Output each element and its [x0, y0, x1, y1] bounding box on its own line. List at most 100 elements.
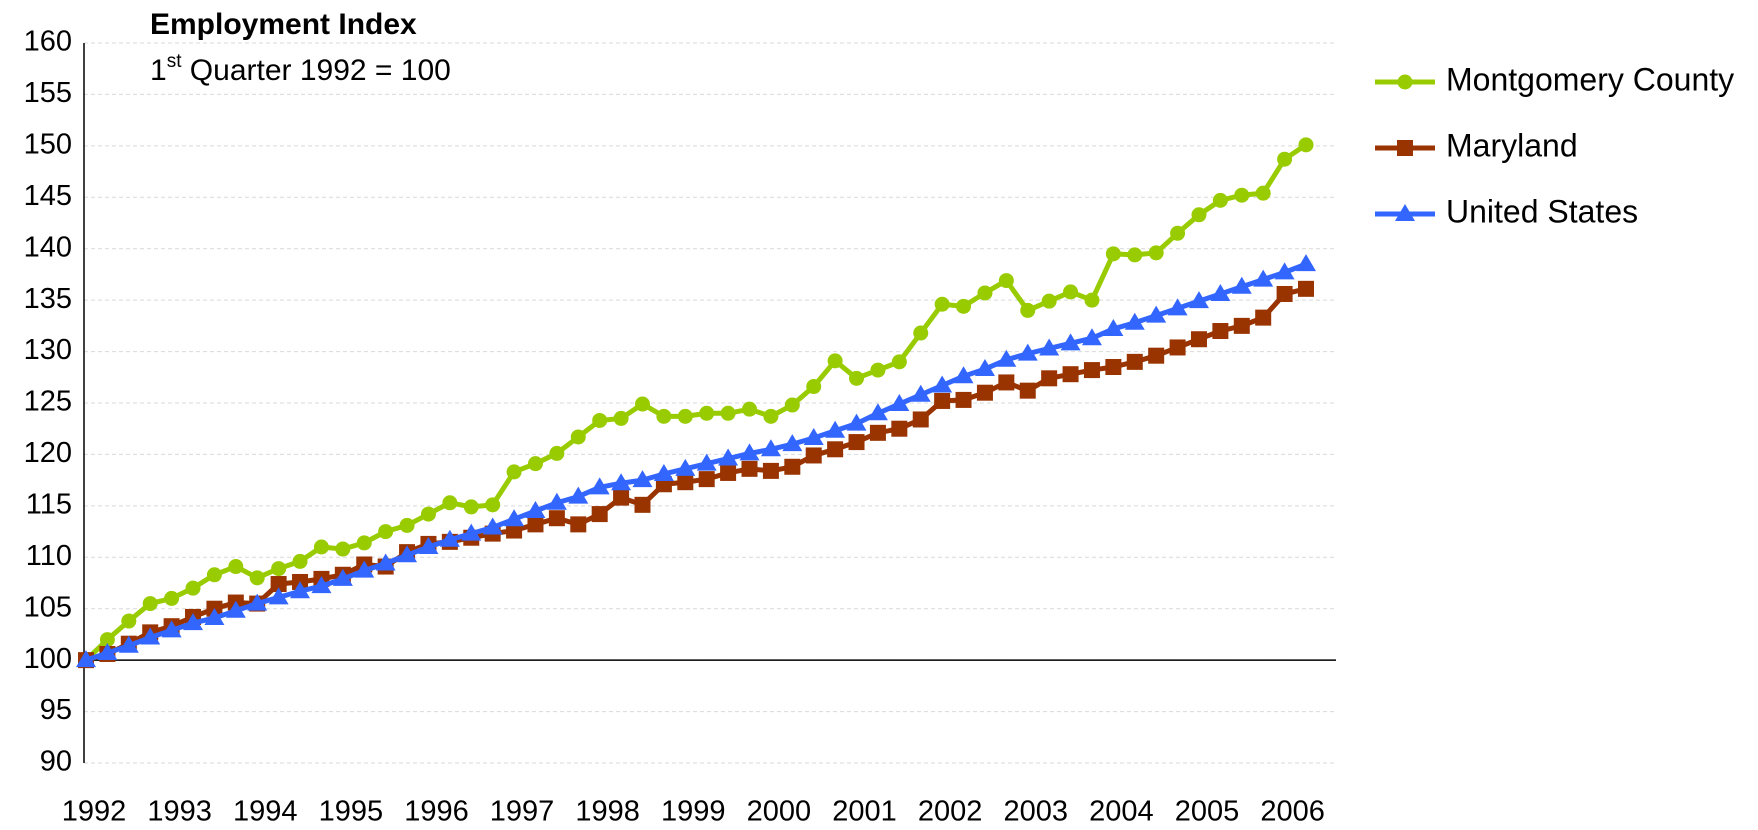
marker	[934, 392, 951, 409]
marker	[546, 492, 567, 510]
marker	[956, 298, 972, 314]
marker	[720, 464, 737, 481]
series-line	[85, 286, 1307, 663]
marker	[397, 545, 418, 563]
marker	[1210, 283, 1231, 301]
marker	[375, 553, 396, 571]
marker	[613, 410, 629, 426]
x-tick-label: 1993	[147, 796, 212, 828]
marker	[1190, 331, 1207, 348]
marker	[99, 632, 115, 648]
marker	[784, 458, 801, 475]
marker	[891, 420, 908, 437]
marker	[762, 462, 779, 479]
marker	[1170, 225, 1186, 241]
marker	[76, 650, 96, 668]
marker	[955, 391, 972, 408]
marker	[1063, 284, 1079, 300]
marker	[1212, 323, 1229, 339]
marker	[228, 559, 244, 575]
marker	[463, 499, 479, 515]
marker	[677, 408, 693, 424]
marker	[247, 593, 268, 611]
marker	[485, 497, 501, 513]
marker	[846, 413, 867, 431]
marker	[332, 568, 353, 586]
y-tick-label: 100	[24, 643, 72, 675]
marker	[504, 509, 525, 527]
x-tick-label: 1998	[575, 796, 640, 828]
marker	[97, 642, 118, 660]
marker	[354, 560, 375, 578]
marker	[185, 580, 201, 596]
marker	[570, 429, 586, 445]
subtitle-rest: Quarter 1992 = 100	[181, 54, 450, 87]
legend-marker	[1395, 204, 1415, 221]
marker	[1255, 309, 1272, 326]
marker	[1020, 302, 1036, 318]
marker	[506, 464, 522, 480]
y-tick-label: 140	[24, 231, 72, 263]
marker	[592, 412, 608, 428]
marker	[912, 411, 929, 428]
marker	[634, 496, 651, 513]
marker	[1253, 269, 1274, 287]
marker	[1298, 280, 1314, 297]
marker	[806, 379, 822, 395]
marker	[548, 510, 565, 527]
marker	[420, 506, 436, 522]
x-tick-label: 2000	[747, 796, 812, 828]
marker	[249, 570, 265, 586]
marker	[1103, 318, 1124, 336]
marker	[118, 635, 139, 653]
marker	[1212, 192, 1228, 208]
marker	[696, 453, 717, 471]
marker	[442, 495, 458, 511]
marker	[1188, 291, 1209, 309]
marker	[718, 448, 739, 466]
marker	[1041, 293, 1057, 309]
marker	[461, 523, 482, 541]
x-tick-label: 1995	[319, 796, 384, 828]
marker	[140, 627, 161, 645]
marker	[1277, 151, 1293, 167]
marker	[699, 405, 715, 421]
marker	[998, 273, 1014, 289]
legend-label: United States	[1446, 193, 1638, 229]
marker	[632, 470, 653, 488]
legend-marker	[1397, 74, 1413, 90]
marker	[1298, 137, 1314, 153]
marker	[870, 362, 886, 378]
marker	[1276, 285, 1293, 302]
marker	[1148, 347, 1165, 364]
marker	[164, 590, 180, 606]
marker	[335, 541, 351, 557]
marker	[506, 522, 523, 539]
marker	[910, 384, 931, 402]
marker	[1169, 339, 1186, 356]
marker	[720, 405, 736, 421]
y-tick-label: 150	[24, 129, 72, 161]
marker	[1274, 262, 1295, 280]
marker	[1039, 338, 1060, 356]
y-tick-label: 105	[24, 591, 72, 623]
marker	[998, 374, 1015, 391]
marker	[1167, 298, 1188, 316]
marker	[677, 474, 694, 491]
marker	[591, 506, 608, 523]
y-tick-label: 95	[40, 694, 72, 726]
marker	[803, 427, 824, 445]
marker	[827, 441, 844, 458]
y-tick-label: 130	[24, 334, 72, 366]
marker	[977, 285, 993, 301]
legend-marker	[1397, 140, 1413, 156]
marker	[805, 447, 822, 464]
subtitle-suffix: st	[167, 51, 183, 72]
series-line	[84, 142, 1308, 662]
marker	[1084, 292, 1100, 308]
marker	[934, 296, 950, 312]
marker	[1062, 366, 1079, 383]
marker	[763, 408, 779, 424]
y-tick-label: 110	[26, 540, 72, 572]
x-tick-label: 2005	[1175, 796, 1240, 828]
